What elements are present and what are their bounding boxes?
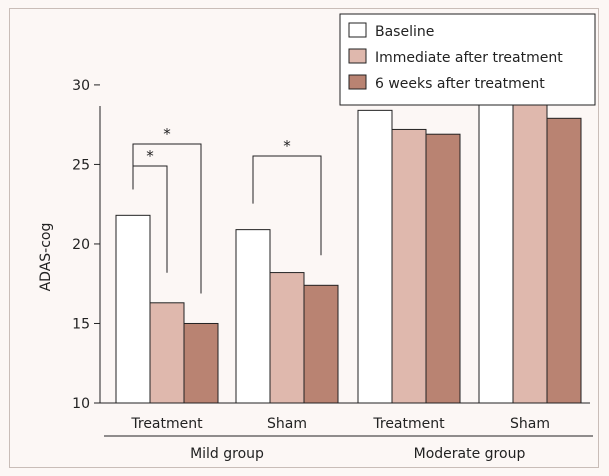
group-label: Mild group	[190, 446, 264, 462]
bar	[269, 272, 305, 404]
significance-bracket	[132, 143, 202, 294]
y-tick-label: 20	[72, 237, 90, 253]
legend-swatch	[348, 22, 367, 38]
bar	[546, 117, 582, 404]
legend-entry: Baseline	[375, 24, 434, 40]
x-tick-label: Sham	[510, 416, 550, 432]
significance-bracket	[252, 155, 322, 256]
legend-box	[339, 13, 596, 106]
bar	[512, 84, 548, 404]
group-label: Moderate group	[414, 446, 526, 462]
y-tick-label: 25	[72, 157, 90, 173]
y-tick-label: 30	[72, 78, 90, 94]
significance-star: *	[283, 137, 291, 155]
bar	[115, 214, 151, 404]
x-tick-label: Sham	[267, 416, 307, 432]
y-tick-label: 10	[72, 396, 90, 412]
bar	[149, 302, 185, 404]
significance-star: *	[146, 147, 154, 165]
legend-entry: 6 weeks after treatment	[375, 76, 545, 92]
legend-entry: Immediate after treatment	[375, 50, 563, 66]
bar	[303, 284, 339, 404]
legend-swatch	[348, 48, 367, 64]
bar-chart: 10 15 20 25 30 ADAS-cog Treatment Sham Treatment…	[38, 13, 596, 462]
bar	[425, 133, 461, 404]
significance-star: *	[163, 125, 171, 143]
y-tick-label: 15	[72, 316, 90, 332]
x-tick-label: Treatment	[130, 416, 203, 432]
bar	[391, 128, 427, 404]
y-axis-label: ADAS-cog	[38, 223, 54, 292]
bar	[357, 109, 393, 404]
bar	[235, 229, 271, 404]
legend-swatch	[348, 74, 367, 90]
x-tick-label: Treatment	[372, 416, 445, 432]
chart-figure: 10 15 20 25 30 ADAS-cog Treatment Sham Treatment…	[9, 8, 599, 468]
bar	[478, 100, 514, 404]
bar	[183, 322, 219, 404]
